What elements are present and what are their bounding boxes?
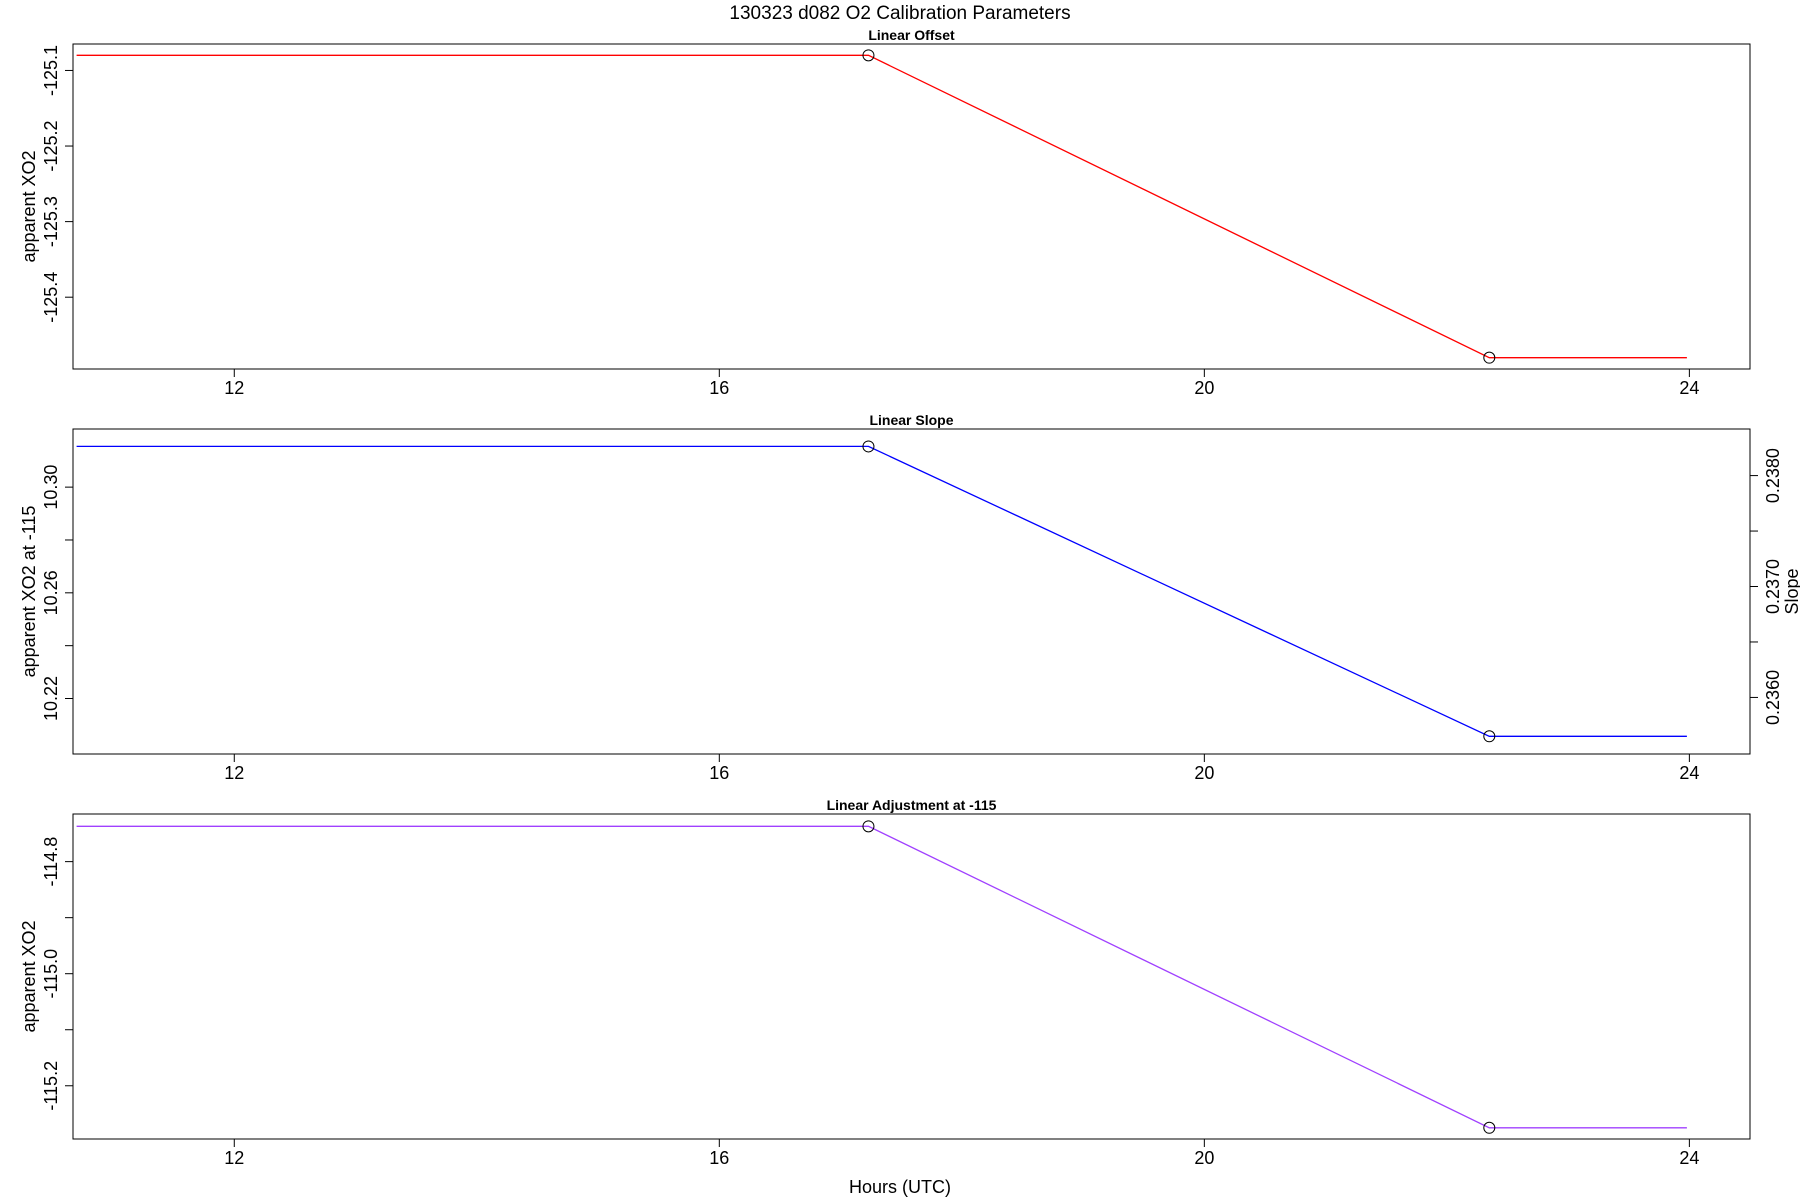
chart-panel-3: Linear Adjustment at -115 12 16 20 24 -114.8 -…	[19, 797, 1751, 1168]
figure-x-axis-label: Hours (UTC)	[849, 1177, 951, 1197]
x-tick-label: 24	[1679, 1148, 1699, 1168]
data-point-marker	[862, 49, 875, 62]
panel-title: Linear Offset	[868, 27, 955, 43]
x-tick-label: 20	[1194, 378, 1214, 398]
x-tick-label: 24	[1679, 763, 1699, 783]
plot-frame	[72, 428, 1751, 755]
y2-tick-label: 0.2370	[1763, 559, 1783, 614]
series-line	[76, 445, 1687, 737]
chart-panel-1: Linear Offset 12 16 20 24 -125.1 -125.2 -125.3 -…	[19, 27, 1751, 398]
x-tick-label: 16	[709, 1148, 729, 1168]
panel-title: Linear Adjustment at -115	[827, 797, 997, 813]
y-axis-label: apparent XO2	[19, 150, 39, 262]
series-line	[76, 825, 1687, 1129]
x-tick-label: 16	[709, 378, 729, 398]
y-tick-label: -125.2	[41, 121, 61, 172]
figure-title: 130323 d082 O2 Calibration Parameters	[729, 3, 1070, 24]
x-tick-label: 12	[224, 763, 244, 783]
data-point-marker	[862, 440, 875, 453]
y2-tick-label: 0.2380	[1763, 448, 1783, 503]
y2-tick-label: 0.2360	[1763, 670, 1783, 725]
y-tick-label: -125.4	[41, 272, 61, 323]
panel-title: Linear Slope	[869, 412, 953, 428]
y-axis-label: apparent XO2	[19, 920, 39, 1032]
plot-frame	[72, 43, 1751, 370]
x-tick-label: 16	[709, 763, 729, 783]
x-tick-label: 20	[1194, 763, 1214, 783]
series-line	[76, 54, 1687, 359]
y-tick-label: -114.8	[41, 837, 61, 887]
x-tick-label: 24	[1679, 378, 1699, 398]
y2-axis-label: Slope	[1782, 568, 1800, 614]
x-tick-label: 12	[224, 378, 244, 398]
y-tick-label: -125.3	[41, 196, 61, 247]
chart-panels: Linear Offset 12 16 20 24 -125.1 -125.2 -125.3 -…	[19, 27, 1800, 1168]
data-point-marker	[1483, 351, 1496, 364]
x-tick-label: 12	[224, 1148, 244, 1168]
x-tick-label: 20	[1194, 1148, 1214, 1168]
data-point-marker	[1483, 730, 1496, 743]
y-tick-label: 10.22	[41, 676, 61, 721]
plot-frame	[72, 813, 1751, 1140]
y-axis-label: apparent XO2 at -115	[19, 506, 39, 678]
y-tick-label: -125.1	[41, 45, 61, 96]
y-tick-label: 10.30	[41, 465, 61, 510]
chart-panel-2: Linear Slope 12 16 20 24 10.30 10.26 10.22appar…	[19, 412, 1800, 783]
y-tick-label: -115.2	[41, 1061, 61, 1111]
data-point-marker	[862, 820, 875, 833]
y-tick-label: 10.26	[41, 570, 61, 615]
data-point-marker	[1483, 1121, 1496, 1134]
y-tick-label: -115.0	[41, 949, 61, 999]
